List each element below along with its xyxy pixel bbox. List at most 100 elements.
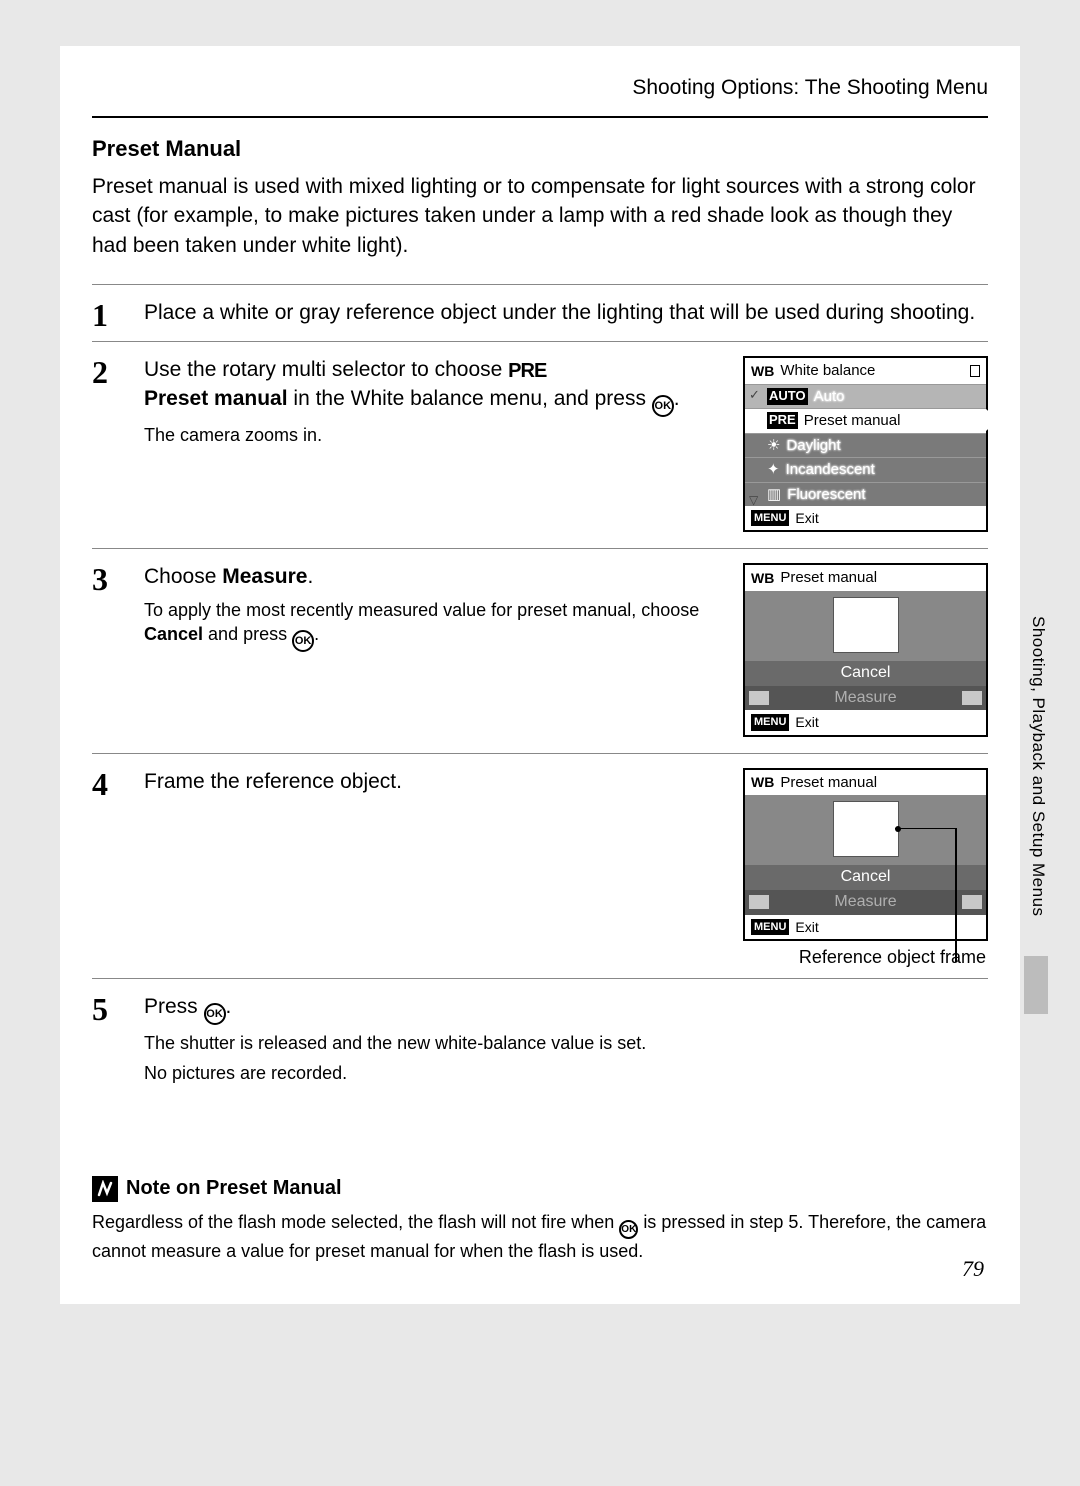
note-title: Note on Preset Manual (126, 1177, 342, 1200)
text: Press (144, 995, 204, 1018)
lcd-footer: MENU Exit (745, 915, 986, 939)
menu-badge: MENU (751, 714, 789, 730)
lcd-screen: WB Preset manual Cancel Measure MENU Exi… (743, 563, 988, 736)
lcd-illustration: WB White balance ✓ AUTO Auto PRE Preset … (743, 356, 988, 538)
menu-item-incandescent: ✦ Incandescent (745, 457, 986, 482)
lcd-footer: MENU Exit (745, 710, 986, 734)
menu-item-daylight: ☀ Daylight (745, 433, 986, 458)
step-4: 4 Frame the reference object. WB Preset … (92, 753, 988, 978)
lcd-header: WB White balance (745, 358, 986, 384)
step-number: 4 (92, 768, 130, 968)
step-text: Place a white or gray reference object u… (144, 299, 988, 331)
lcd-title: Preset manual (780, 773, 877, 793)
sun-icon: ☀ (767, 436, 780, 456)
pre-icon: PRE (508, 358, 546, 385)
text-bold: Preset manual (144, 387, 288, 410)
lcd-illustration: WB Preset manual Cancel Measure MENU Exi… (743, 768, 988, 968)
exit-label: Exit (795, 918, 818, 936)
menu-label: Incandescent (786, 460, 875, 480)
step-note: To apply the most recently measured valu… (144, 598, 729, 652)
lcd-body: Cancel Measure (745, 591, 986, 711)
text: Choose (144, 565, 222, 588)
cancel-option: Cancel (745, 661, 986, 686)
menu-item-auto: ✓ AUTO Auto (745, 384, 986, 409)
fluorescent-icon: ▥ (767, 485, 781, 505)
intro-paragraph: Preset manual is used with mixed lightin… (92, 172, 988, 260)
step-text: Frame the reference object. (144, 768, 729, 968)
step-text: Press OK. The shutter is released and th… (144, 993, 988, 1086)
step-number: 3 (92, 563, 130, 742)
wb-icon: WB (751, 569, 774, 587)
step-text: Choose Measure. To apply the most recent… (144, 563, 729, 742)
menu-label: Daylight (786, 436, 840, 456)
lcd-title: White balance (780, 361, 875, 381)
warning-icon (92, 1176, 118, 1202)
step-1: 1 Place a white or gray reference object… (92, 284, 988, 341)
step-note: The camera zooms in. (144, 423, 729, 447)
lcd-header: WB Preset manual (745, 770, 986, 796)
note-header: Note on Preset Manual (92, 1176, 988, 1202)
step-5: 5 Press OK. The shutter is released and … (92, 978, 988, 1096)
text: . (314, 624, 319, 644)
lcd-header: WB Preset manual (745, 565, 986, 591)
step-number: 2 (92, 356, 130, 538)
measure-option: Measure (745, 686, 986, 711)
text: Regardless of the flash mode selected, t… (92, 1212, 619, 1232)
reference-frame (833, 597, 899, 653)
menu-badge: MENU (751, 510, 789, 526)
lcd-screen: WB Preset manual Cancel Measure MENU Exi… (743, 768, 988, 941)
exit-label: Exit (795, 509, 818, 527)
measure-label: Measure (773, 688, 958, 709)
lcd-screen: WB White balance ✓ AUTO Auto PRE Preset … (743, 356, 988, 532)
step-note: The shutter is released and the new whit… (144, 1031, 988, 1055)
step-2: 2 Use the rotary multi selector to choos… (92, 341, 988, 548)
wb-icon: WB (751, 362, 774, 380)
text: To apply the most recently measured valu… (144, 600, 699, 620)
ok-icon: OK (204, 1003, 226, 1025)
measure-label: Measure (773, 892, 958, 913)
lcd-body: Cancel Measure (745, 795, 986, 915)
note-block: Note on Preset Manual Regardless of the … (92, 1176, 988, 1264)
lcd-footer: MENU Exit (745, 506, 986, 530)
lcd-illustration: WB Preset manual Cancel Measure MENU Exi… (743, 563, 988, 742)
text: and press (208, 624, 292, 644)
step-note: No pictures are recorded. (144, 1061, 988, 1085)
caption: Reference object frame (743, 947, 988, 968)
card-icon (970, 365, 980, 377)
pre-icon: PRE (767, 412, 798, 429)
menu-label: Auto (814, 387, 845, 407)
ok-icon: OK (652, 395, 674, 417)
leader-line (955, 828, 957, 962)
check-icon: ✓ (749, 387, 760, 404)
step-number: 5 (92, 993, 130, 1086)
exit-label: Exit (795, 713, 818, 731)
lcd-menu-list: ✓ AUTO Auto PRE Preset manual ☀ Daylight… (745, 384, 986, 507)
step-text: Use the rotary multi selector to choose … (144, 356, 729, 538)
section-header: Shooting Options: The Shooting Menu (92, 76, 988, 118)
side-tab-label: Shooting, Playback and Setup Menus (1028, 616, 1048, 917)
menu-badge: MENU (751, 919, 789, 935)
reference-frame (833, 801, 899, 857)
down-arrow-icon: ▽ (749, 493, 758, 509)
bulb-icon: ✦ (767, 460, 780, 480)
menu-label: Fluorescent (787, 485, 865, 505)
text: in the White balance menu, and press (293, 387, 651, 410)
text: Use the rotary multi selector to choose (144, 358, 508, 381)
manual-page: Shooting Options: The Shooting Menu Pres… (60, 46, 1020, 1304)
measure-option: Measure (745, 890, 986, 915)
wb-icon: WB (751, 773, 774, 791)
text-bold: Cancel (144, 624, 203, 644)
step-number: 1 (92, 299, 130, 331)
step-3: 3 Choose Measure. To apply the most rece… (92, 548, 988, 752)
ok-icon: OK (619, 1220, 638, 1239)
text-bold: Measure (222, 565, 307, 588)
leader-line (895, 828, 955, 830)
menu-item-fluorescent: ▽ ▥ Fluorescent (745, 482, 986, 507)
menu-label: Preset manual (804, 411, 901, 431)
lcd-title: Preset manual (780, 568, 877, 588)
page-number: 79 (962, 1256, 984, 1282)
menu-item-preset: PRE Preset manual (745, 408, 986, 433)
side-tab-marker (1024, 956, 1048, 1014)
ok-icon: OK (292, 630, 314, 652)
text: . (307, 565, 313, 588)
